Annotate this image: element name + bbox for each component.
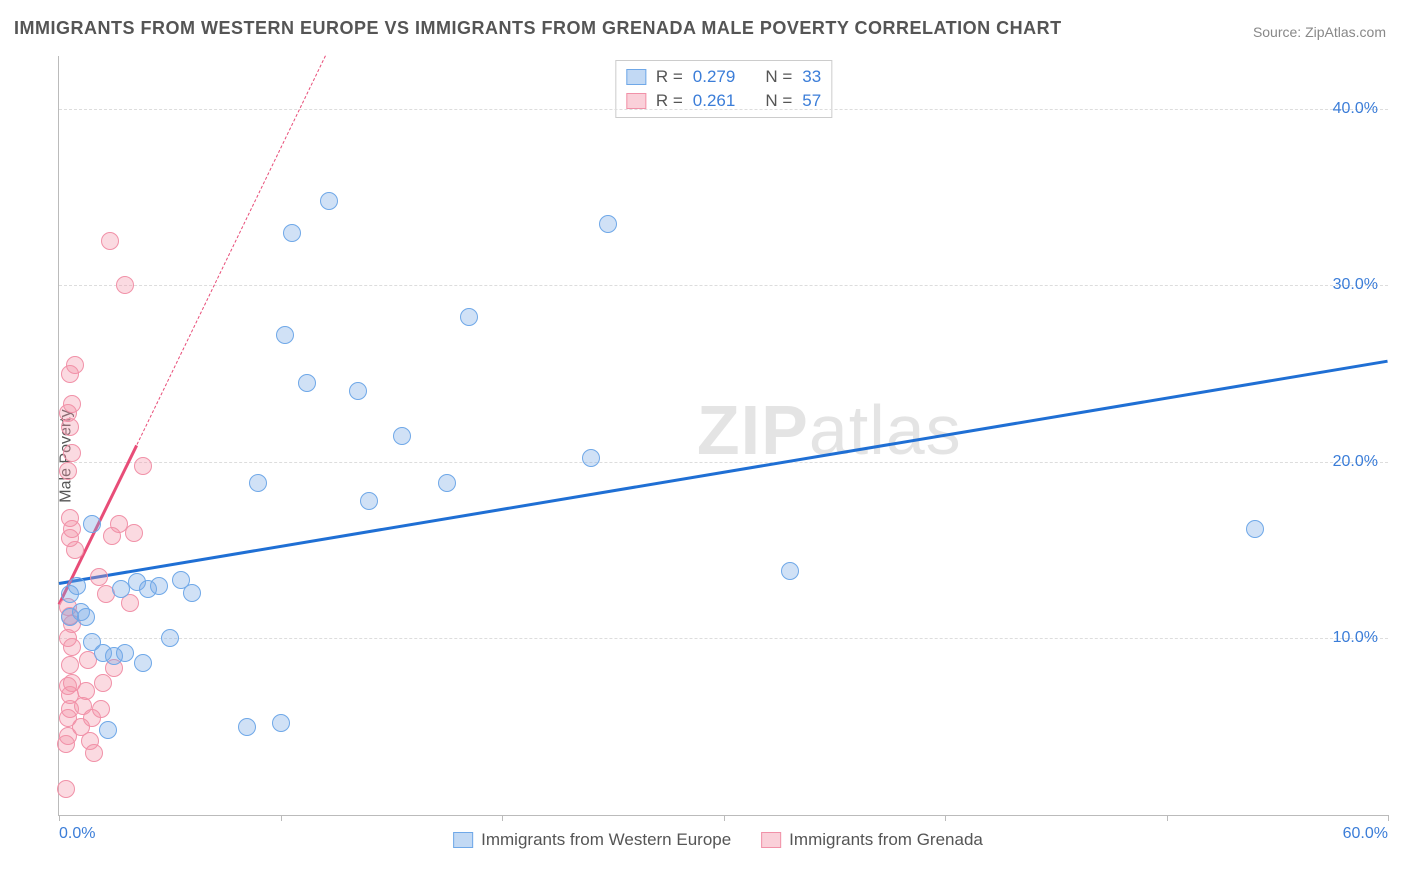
x-tick bbox=[281, 815, 282, 821]
x-tick bbox=[945, 815, 946, 821]
data-point bbox=[460, 308, 478, 326]
data-point bbox=[77, 608, 95, 626]
data-point bbox=[116, 276, 134, 294]
legend-item-pink: Immigrants from Grenada bbox=[761, 830, 983, 850]
data-point bbox=[161, 629, 179, 647]
watermark: ZIPatlas bbox=[697, 390, 962, 470]
y-tick-label: 40.0% bbox=[1333, 100, 1378, 118]
data-point bbox=[63, 444, 81, 462]
legend-series: Immigrants from Western Europe Immigrant… bbox=[453, 830, 983, 850]
data-point bbox=[61, 509, 79, 527]
data-point bbox=[125, 524, 143, 542]
swatch-pink bbox=[761, 832, 781, 848]
data-point bbox=[77, 682, 95, 700]
data-point bbox=[92, 700, 110, 718]
x-tick bbox=[502, 815, 503, 821]
source-label: Source: ZipAtlas.com bbox=[1253, 24, 1386, 40]
data-point bbox=[272, 714, 290, 732]
chart-title: IMMIGRANTS FROM WESTERN EUROPE VS IMMIGR… bbox=[14, 18, 1062, 39]
data-point bbox=[99, 721, 117, 739]
data-point bbox=[349, 382, 367, 400]
chart-area: Male Poverty ZIPatlas R = 0.279 N = 33 R… bbox=[48, 56, 1388, 856]
x-tick bbox=[1388, 815, 1389, 821]
data-point bbox=[276, 326, 294, 344]
n-value: 33 bbox=[802, 67, 821, 87]
swatch-pink bbox=[626, 93, 646, 109]
data-point bbox=[1246, 520, 1264, 538]
data-point bbox=[393, 427, 411, 445]
legend-label: Immigrants from Grenada bbox=[789, 830, 983, 850]
data-point bbox=[183, 584, 201, 602]
data-point bbox=[116, 644, 134, 662]
data-point bbox=[63, 395, 81, 413]
gridline bbox=[59, 285, 1388, 286]
data-point bbox=[438, 474, 456, 492]
data-point bbox=[68, 577, 86, 595]
swatch-blue bbox=[626, 69, 646, 85]
data-point bbox=[249, 474, 267, 492]
data-point bbox=[360, 492, 378, 510]
y-tick-label: 30.0% bbox=[1333, 276, 1378, 294]
legend-label: Immigrants from Western Europe bbox=[481, 830, 731, 850]
data-point bbox=[66, 356, 84, 374]
data-point bbox=[283, 224, 301, 242]
data-point bbox=[101, 232, 119, 250]
gridline bbox=[59, 109, 1388, 110]
legend-item-blue: Immigrants from Western Europe bbox=[453, 830, 731, 850]
x-tick-label: 60.0% bbox=[1343, 825, 1388, 843]
y-tick-label: 20.0% bbox=[1333, 453, 1378, 471]
data-point bbox=[150, 577, 168, 595]
data-point bbox=[134, 457, 152, 475]
data-point bbox=[320, 192, 338, 210]
scatter-plot: ZIPatlas R = 0.279 N = 33 R = 0.261 N = … bbox=[58, 56, 1388, 816]
r-label: R = bbox=[656, 67, 683, 87]
data-point bbox=[582, 449, 600, 467]
data-point bbox=[85, 744, 103, 762]
data-point bbox=[134, 654, 152, 672]
legend-row-blue: R = 0.279 N = 33 bbox=[626, 65, 821, 89]
n-label: N = bbox=[765, 67, 792, 87]
trend-line bbox=[59, 360, 1388, 585]
swatch-blue bbox=[453, 832, 473, 848]
watermark-bold: ZIP bbox=[697, 391, 809, 469]
data-point bbox=[57, 780, 75, 798]
data-point bbox=[238, 718, 256, 736]
data-point bbox=[599, 215, 617, 233]
y-tick-label: 10.0% bbox=[1333, 629, 1378, 647]
x-tick-label: 0.0% bbox=[59, 825, 95, 843]
data-point bbox=[61, 656, 79, 674]
x-tick bbox=[59, 815, 60, 821]
data-point bbox=[90, 568, 108, 586]
data-point bbox=[83, 515, 101, 533]
watermark-rest: atlas bbox=[809, 391, 962, 469]
x-tick bbox=[1167, 815, 1168, 821]
gridline bbox=[59, 638, 1388, 639]
data-point bbox=[781, 562, 799, 580]
data-point bbox=[298, 374, 316, 392]
trend-line bbox=[136, 56, 325, 445]
x-tick bbox=[724, 815, 725, 821]
data-point bbox=[59, 462, 77, 480]
r-value: 0.279 bbox=[693, 67, 736, 87]
gridline bbox=[59, 462, 1388, 463]
